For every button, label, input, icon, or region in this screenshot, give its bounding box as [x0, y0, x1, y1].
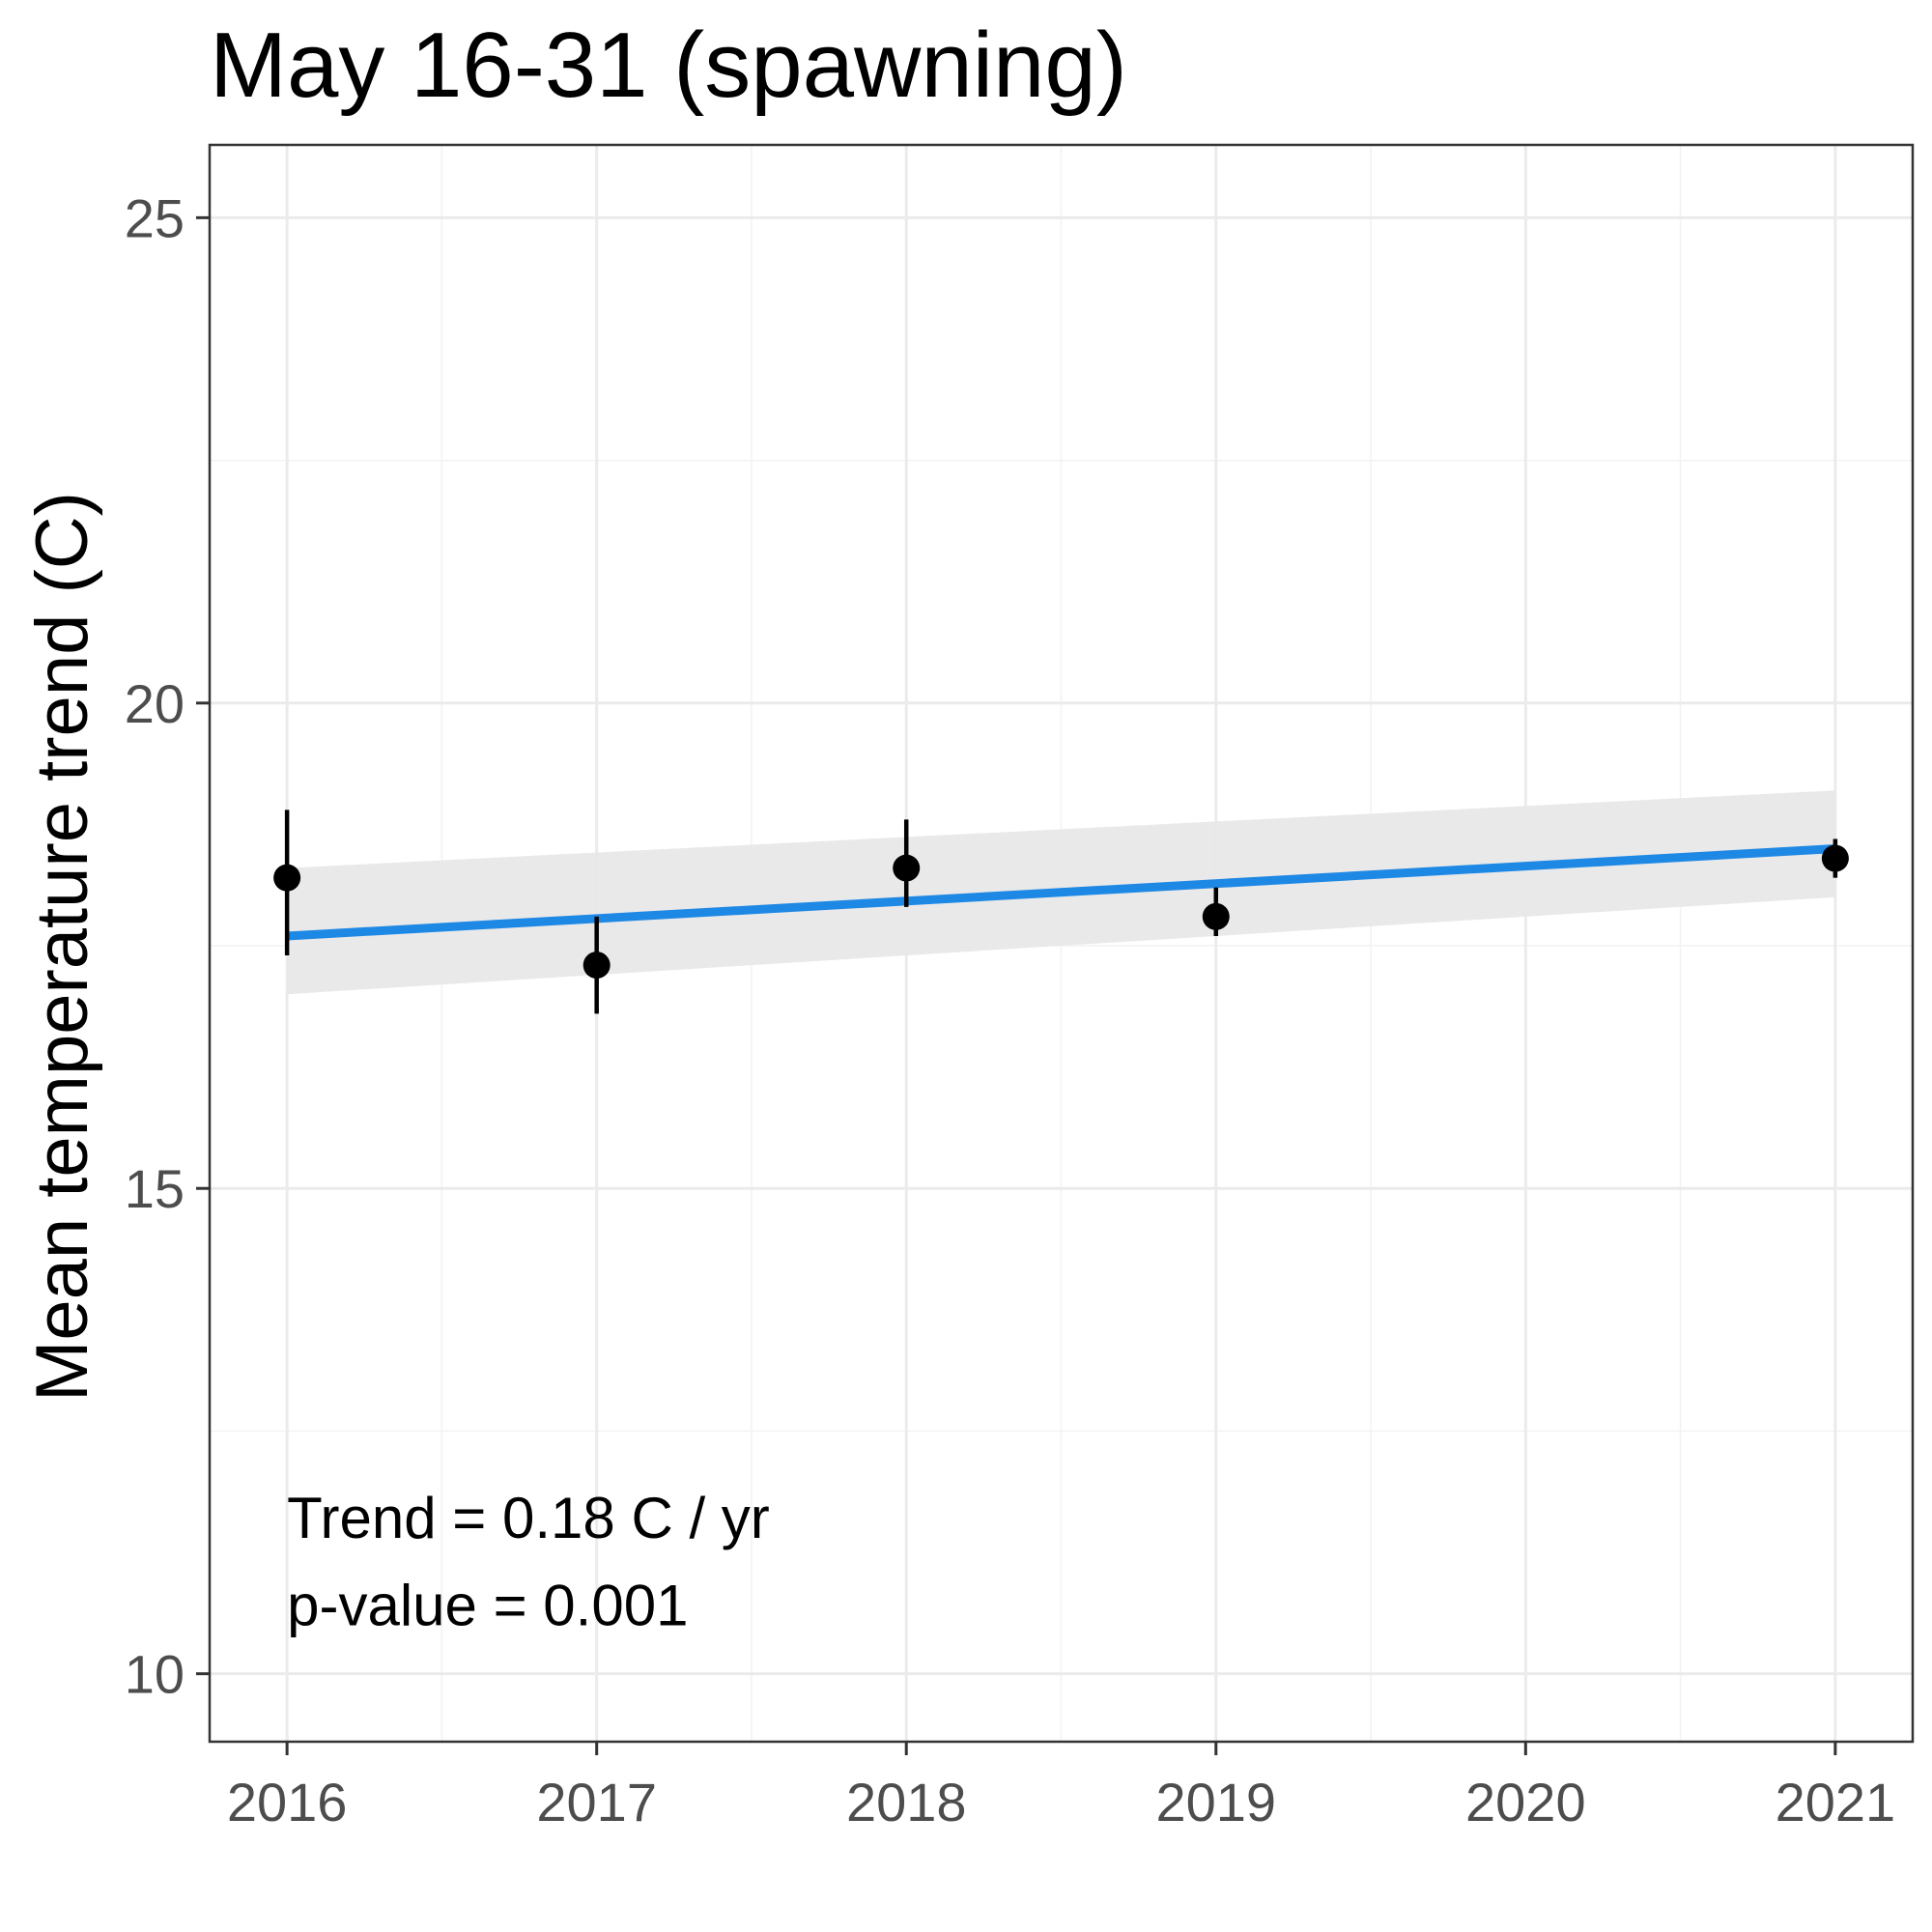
x-tick-label: 2020 [1465, 1772, 1586, 1833]
x-tick-label: 2019 [1155, 1772, 1276, 1833]
x-tick-label: 2018 [846, 1772, 967, 1833]
y-tick-label: 15 [125, 1158, 185, 1219]
data-point [273, 864, 301, 892]
annotations: Trend = 0.18 C / yr p-value = 0.001 [287, 1486, 770, 1637]
trend-line-layer [286, 844, 1836, 941]
x-axis: 2016 2017 2018 2019 2020 2021 [227, 1742, 1895, 1833]
data-point [582, 952, 611, 980]
x-tick-label: 2021 [1776, 1772, 1896, 1833]
data-points-layer [273, 810, 1849, 1014]
data-point [1821, 844, 1849, 872]
y-tick-label: 20 [125, 673, 185, 734]
x-tick-label: 2017 [536, 1772, 657, 1833]
chart-title: May 16-31 (spawning) [210, 14, 1127, 117]
y-tick-label: 10 [125, 1644, 185, 1705]
annotation-text: Trend = 0.18 C / yr [287, 1486, 770, 1550]
annotation-text: p-value = 0.001 [287, 1573, 688, 1637]
trend-line [286, 844, 1836, 941]
y-axis: 10 15 20 25 [125, 187, 210, 1705]
y-tick-label: 25 [125, 187, 185, 248]
grid [210, 145, 1913, 1742]
y-axis-label: Mean temperature trend (C) [21, 492, 103, 1402]
x-tick-label: 2016 [227, 1772, 348, 1833]
data-point [893, 854, 921, 882]
data-point [1202, 902, 1230, 930]
panel-border [208, 143, 1915, 1744]
